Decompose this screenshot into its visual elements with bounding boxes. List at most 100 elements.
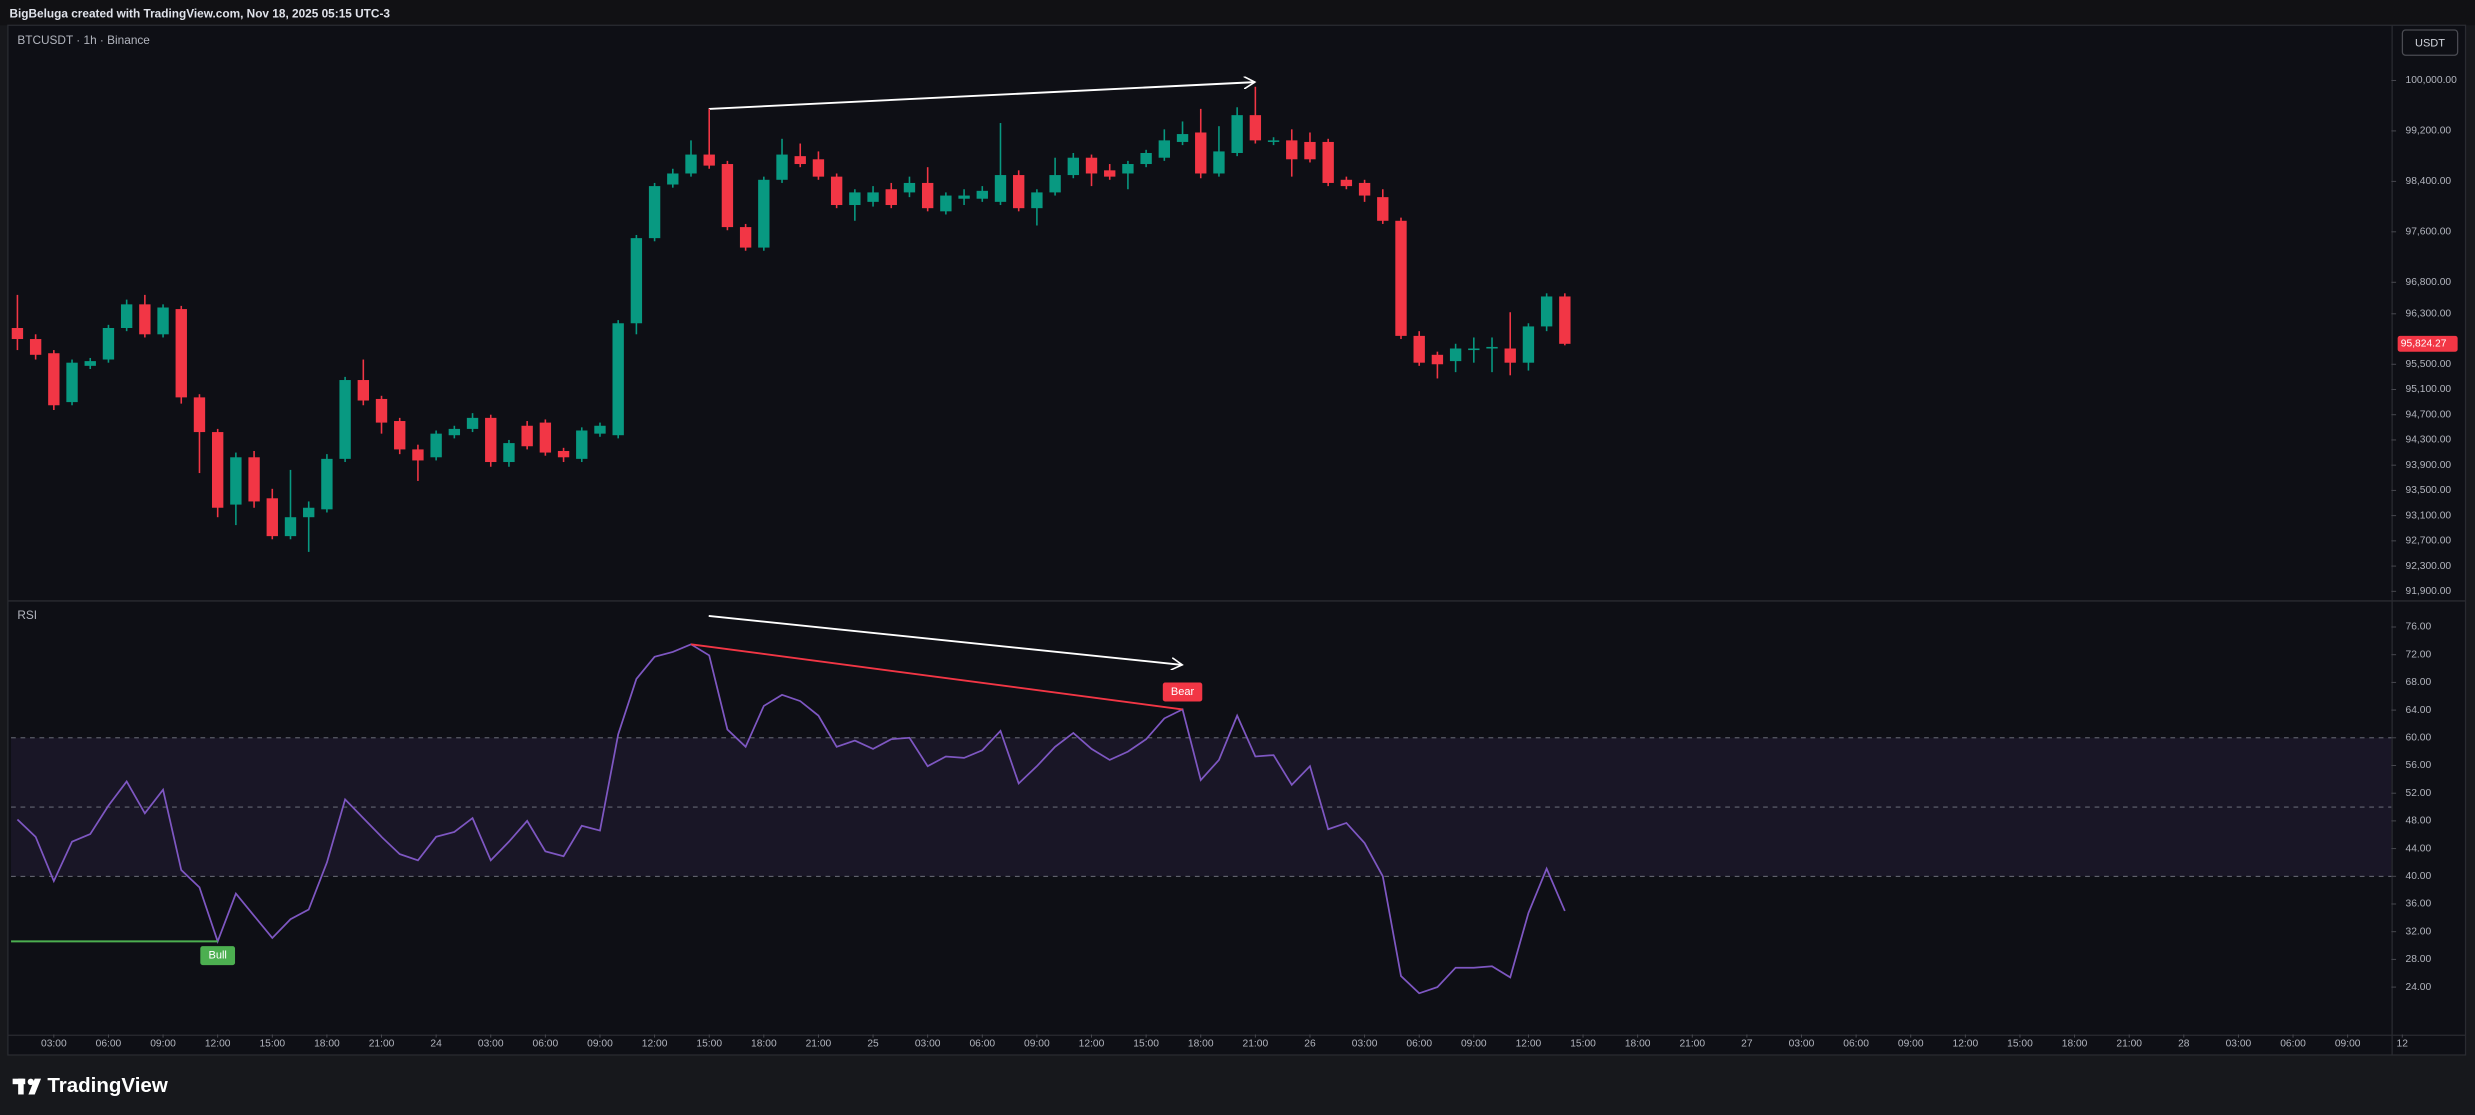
x-tick-label: 27 <box>1741 1039 1753 1050</box>
candle-body <box>1559 296 1571 344</box>
candle-body <box>48 353 60 406</box>
candle-body <box>830 176 843 206</box>
y-tick-label: 95,500.00 <box>2406 359 2452 370</box>
candle-body <box>794 156 806 165</box>
candle-body <box>303 507 315 518</box>
bear-label: Bear <box>1171 686 1195 698</box>
x-tick-label: 03:00 <box>1789 1039 1815 1050</box>
candle-body <box>1013 175 1025 209</box>
candle-body <box>1267 140 1280 142</box>
candle-body <box>1522 326 1535 363</box>
x-tick-label: 15:00 <box>259 1039 285 1050</box>
candle-body <box>1031 192 1043 209</box>
candle-body <box>994 175 1007 202</box>
x-tick-label: 15:00 <box>1133 1039 1159 1050</box>
x-tick-label: 18:00 <box>314 1039 340 1050</box>
candle-body <box>1249 115 1262 141</box>
y-tick-label: 93,500.00 <box>2406 485 2452 496</box>
candle-body <box>1340 179 1353 187</box>
brand: TradingView <box>47 1074 167 1097</box>
candle-body <box>412 449 424 461</box>
y-tick-label: 95,100.00 <box>2406 384 2452 395</box>
y-tick-label: 32.00 <box>2406 926 2432 937</box>
x-tick-label: 09:00 <box>2335 1039 2361 1050</box>
y-tick-label: 36.00 <box>2406 899 2432 910</box>
candle-body <box>1176 134 1189 142</box>
candle-body <box>1231 115 1243 153</box>
y-tick-label: 28.00 <box>2406 954 2432 965</box>
x-tick-label: 09:00 <box>1024 1039 1050 1050</box>
candle-body <box>284 517 297 537</box>
x-tick-label: 21:00 <box>806 1039 832 1050</box>
candle-body <box>1158 140 1171 158</box>
candle-body <box>230 457 242 505</box>
candle-body <box>139 304 151 335</box>
price-trend-arrow <box>708 82 1255 110</box>
symbol-title: BTCUSDT · 1h · Binance <box>17 33 150 47</box>
y-tick-label: 93,900.00 <box>2406 460 2452 471</box>
credit: BigBeluga created with TradingView.com, … <box>9 6 390 20</box>
logo-part <box>18 1078 24 1095</box>
x-tick-label: 06:00 <box>1406 1039 1432 1050</box>
y-tick-label: 48.00 <box>2406 816 2432 827</box>
candle-body <box>958 195 970 199</box>
x-tick-label: 18:00 <box>2062 1039 2088 1050</box>
x-tick-label: 21:00 <box>369 1039 395 1050</box>
candles <box>11 86 1571 552</box>
candle-body <box>120 304 133 329</box>
candle-body <box>394 421 406 450</box>
currency-button[interactable] <box>2401 29 2459 56</box>
candle-body <box>1085 157 1098 174</box>
y-tick-label: 24.00 <box>2406 982 2432 993</box>
candle-body <box>1395 220 1407 336</box>
y-tick-label: 94,300.00 <box>2406 435 2452 446</box>
candle-body <box>612 323 624 436</box>
x-tick-label: 03:00 <box>915 1039 941 1050</box>
y-tick-label: 98,400.00 <box>2406 176 2452 187</box>
candle-body <box>776 154 788 180</box>
candle-body <box>1449 348 1462 362</box>
candle-body <box>1140 152 1152 165</box>
y-tick-label: 100,000.00 <box>2406 75 2458 86</box>
currency-label[interactable]: USDT <box>2415 37 2445 49</box>
y-tick-label: 40.00 <box>2406 871 2432 882</box>
x-tick-label: 25 <box>867 1039 879 1050</box>
candle-body <box>357 380 369 401</box>
candle-body <box>685 154 697 174</box>
rsi-band <box>11 737 2392 877</box>
candle-body <box>1195 132 1207 174</box>
x-tick-label: 26 <box>1304 1039 1316 1050</box>
candle-body <box>485 417 497 463</box>
candle-body <box>1358 182 1371 196</box>
logo-part <box>28 1078 42 1095</box>
candle-body <box>1377 197 1389 221</box>
x-tick-label: 06:00 <box>1843 1039 1869 1050</box>
rsi-title: RSI <box>17 608 37 622</box>
candle-body <box>430 433 442 458</box>
candle-body <box>721 164 734 228</box>
candle-body <box>1104 170 1116 177</box>
y-tick-label: 96,300.00 <box>2406 309 2452 320</box>
x-tick-label: 09:00 <box>1898 1039 1924 1050</box>
candle-body <box>1486 346 1498 349</box>
x-tick-label: 09:00 <box>587 1039 613 1050</box>
x-tick-label: 09:00 <box>1461 1039 1487 1050</box>
candle-body <box>557 450 570 458</box>
bear-divergence <box>690 643 1183 711</box>
y-tick-label: 60.00 <box>2406 732 2432 743</box>
candle-body <box>630 238 643 324</box>
y-tick-label: 91,900.00 <box>2406 586 2452 597</box>
candle-body <box>266 498 278 537</box>
candle-body <box>849 192 861 206</box>
candle-body <box>648 186 661 239</box>
candle-body <box>1067 157 1079 176</box>
x-tick-label: 21:00 <box>1679 1039 1705 1050</box>
candle-body <box>758 179 770 248</box>
y-tick-label: 68.00 <box>2406 677 2432 688</box>
candle-body <box>1468 348 1480 351</box>
candle-body <box>594 425 606 434</box>
candle-body <box>84 361 96 366</box>
y-tick-label: 44.00 <box>2406 843 2432 854</box>
last-price-label: 95,824.27 <box>2401 339 2447 350</box>
